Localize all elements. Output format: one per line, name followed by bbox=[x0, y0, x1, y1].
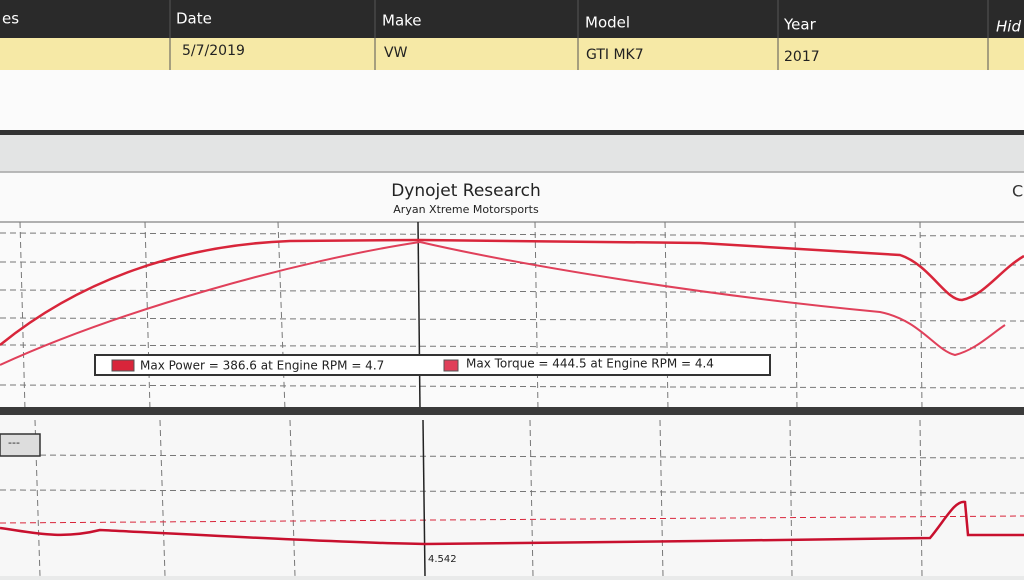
table-header bbox=[0, 0, 1024, 38]
legend-entry: Max Power = 386.6 at Engine RPM = 4.7 bbox=[140, 359, 384, 373]
grid bbox=[0, 419, 1024, 577]
legend bbox=[94, 354, 771, 376]
column-header[interactable]: es bbox=[2, 10, 19, 28]
corner-text: C bbox=[1012, 182, 1023, 201]
cursor-line bbox=[422, 419, 426, 577]
cell: 2017 bbox=[784, 49, 820, 65]
table-row[interactable] bbox=[0, 38, 1024, 70]
cell: VW bbox=[384, 45, 408, 61]
table-empty bbox=[0, 70, 1024, 132]
legend-entry: Max Torque = 444.5 at Engine RPM = 4.4 bbox=[466, 357, 714, 371]
legend-swatch bbox=[443, 359, 459, 372]
torque-curve bbox=[0, 240, 1006, 366]
column-header[interactable]: Year bbox=[783, 16, 817, 34]
column-header[interactable]: Date bbox=[176, 10, 212, 28]
button[interactable] bbox=[0, 433, 41, 457]
divider bbox=[0, 407, 1024, 415]
column-header[interactable]: Model bbox=[585, 14, 630, 32]
button-label[interactable]: --- bbox=[8, 436, 20, 449]
grid bbox=[0, 221, 1024, 411]
legend-swatch bbox=[111, 359, 135, 372]
power-curve bbox=[0, 238, 1024, 346]
lower-curve bbox=[0, 500, 1024, 546]
cell: 5/7/2019 bbox=[182, 43, 245, 59]
cell: GTI MK7 bbox=[586, 47, 644, 63]
column-header[interactable]: Hid bbox=[996, 18, 1021, 36]
column-header[interactable]: Make bbox=[382, 12, 422, 30]
divider bbox=[0, 130, 1024, 135]
lower-panel bbox=[0, 415, 1024, 576]
cursor-line bbox=[417, 221, 421, 411]
reference-line bbox=[0, 515, 1024, 524]
cursor-label: 4.542 bbox=[428, 554, 457, 565]
toolbar bbox=[0, 135, 1024, 172]
chart-title: Dynojet Research bbox=[391, 181, 541, 201]
chart-subtitle: Aryan Xtreme Motorsports bbox=[393, 203, 539, 216]
